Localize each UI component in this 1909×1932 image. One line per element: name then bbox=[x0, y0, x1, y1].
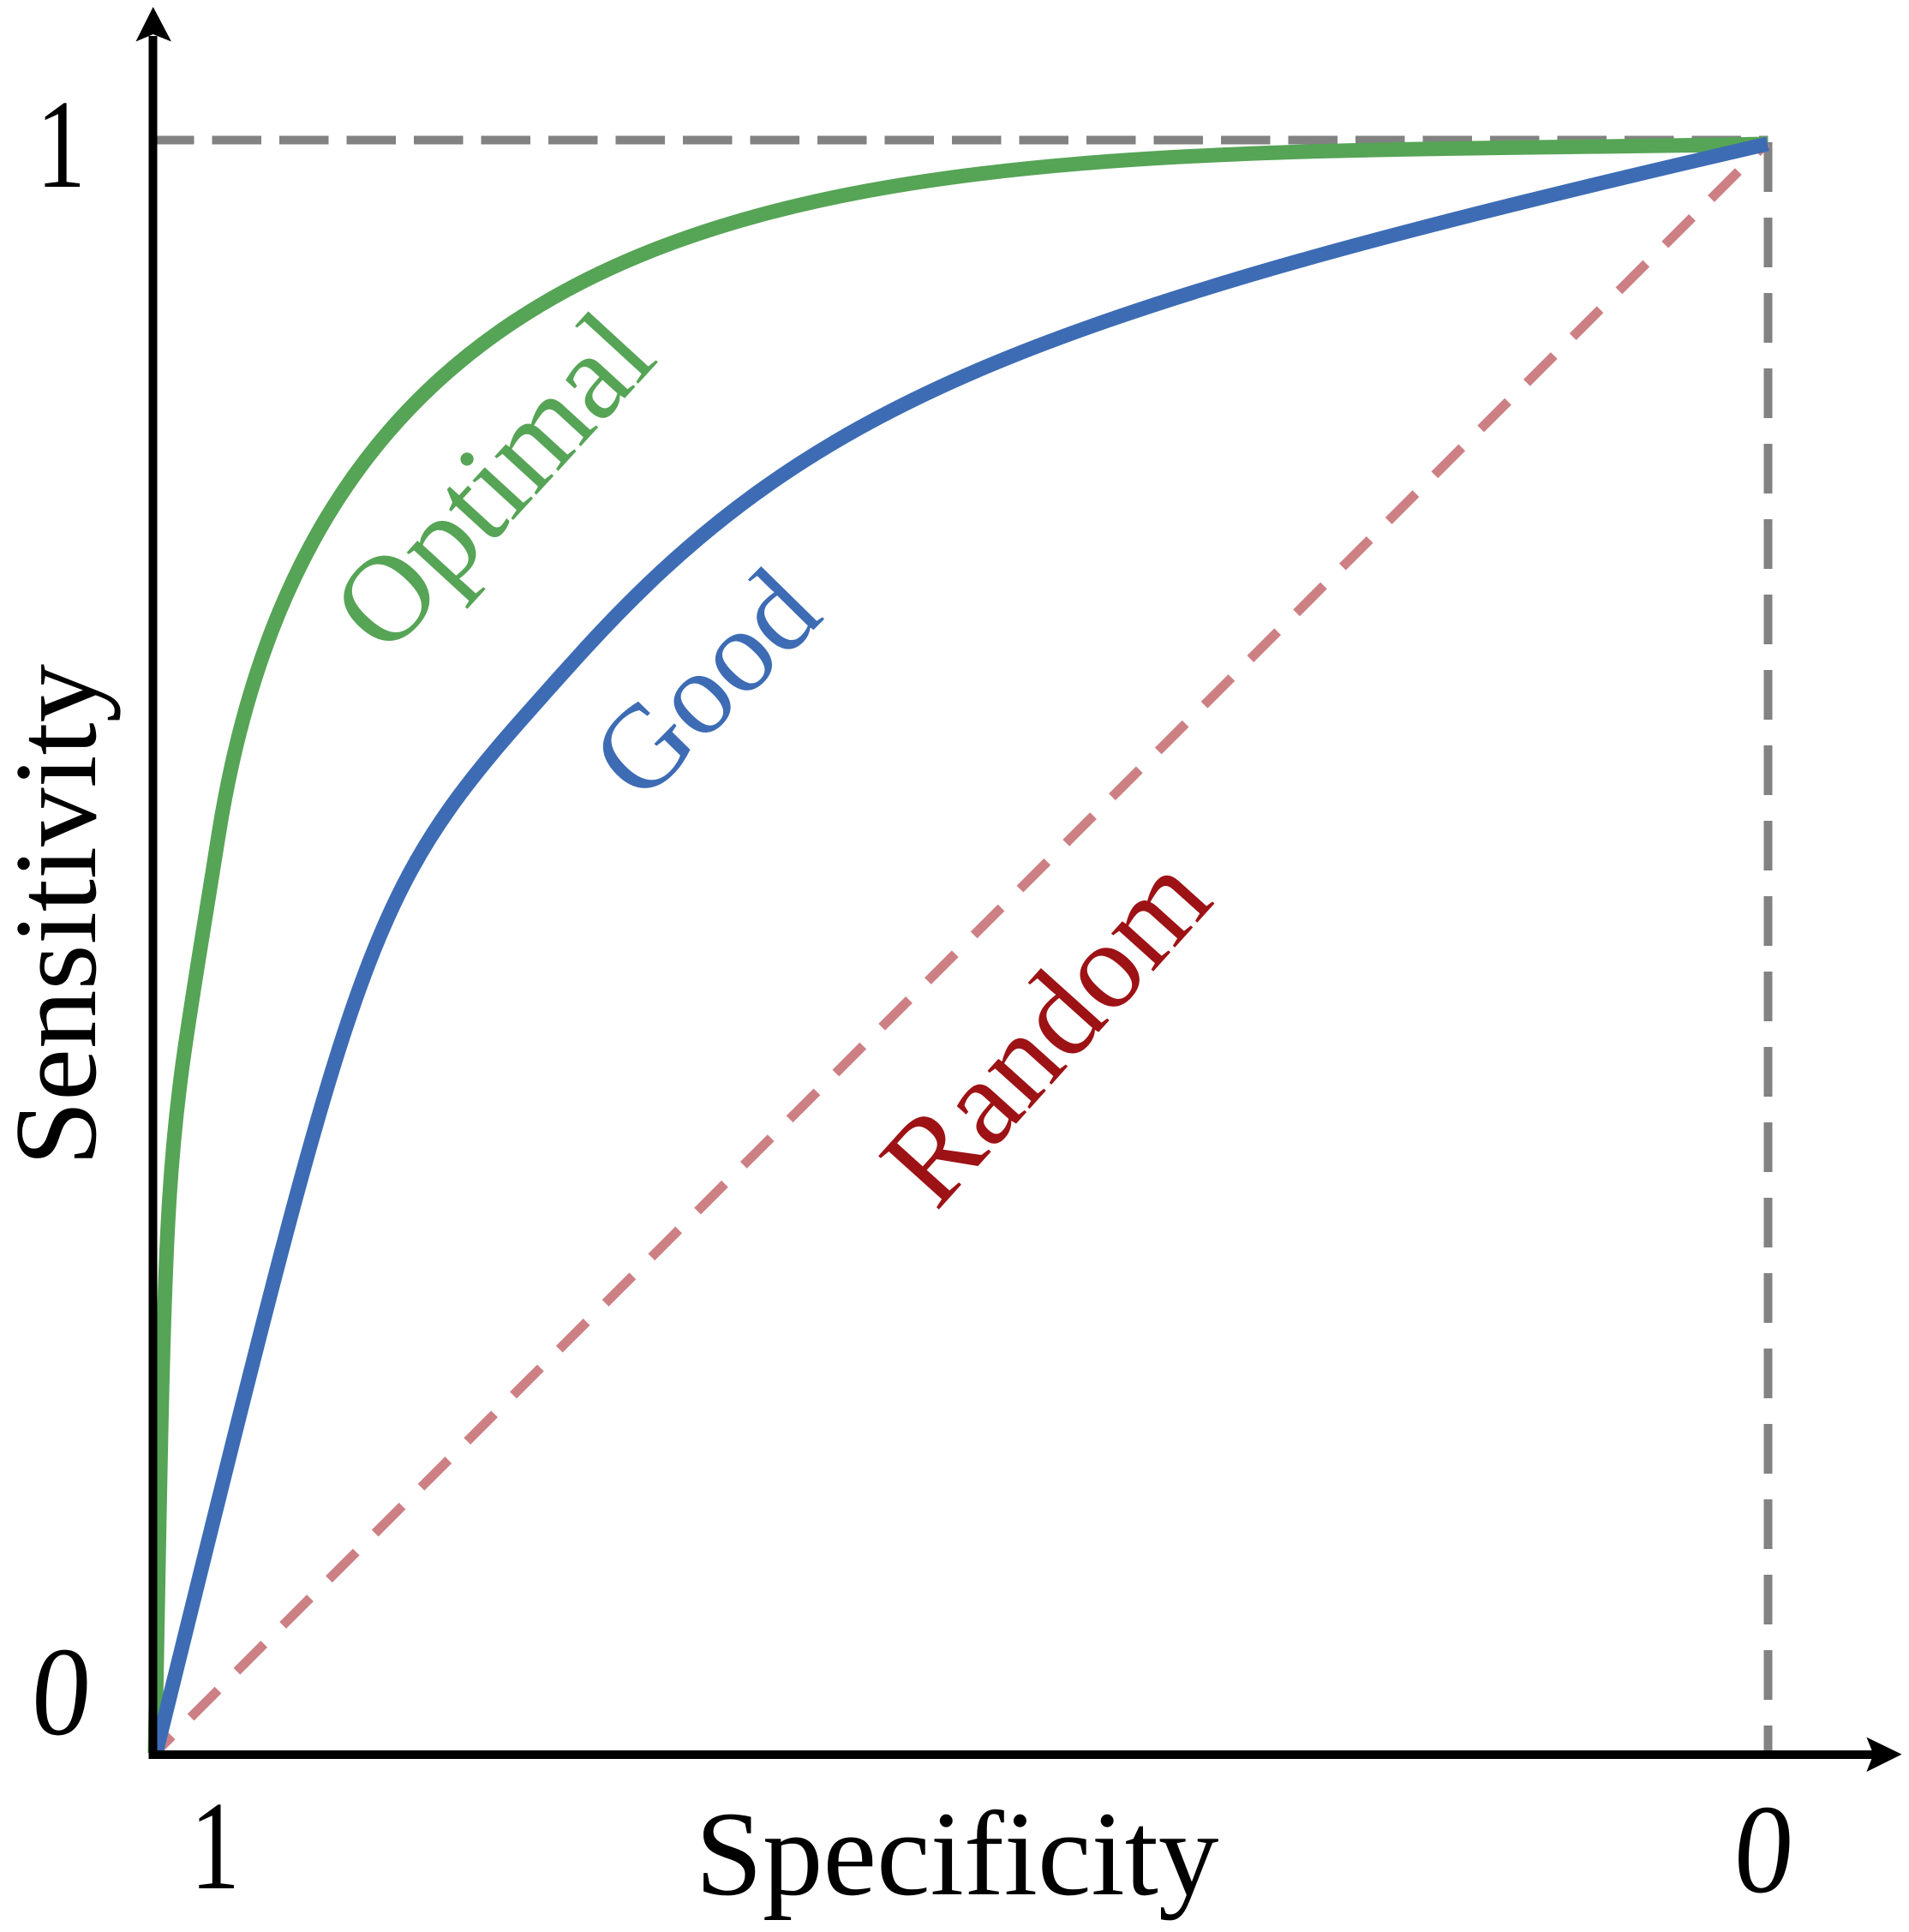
svg-text:1: 1 bbox=[190, 1775, 240, 1916]
svg-text:0: 0 bbox=[25, 1621, 95, 1762]
svg-text:Sensitivity: Sensitivity bbox=[0, 664, 121, 1166]
svg-text:Specificity: Specificity bbox=[696, 1787, 1219, 1921]
svg-text:0: 0 bbox=[1727, 1779, 1798, 1919]
svg-text:1: 1 bbox=[36, 74, 86, 214]
